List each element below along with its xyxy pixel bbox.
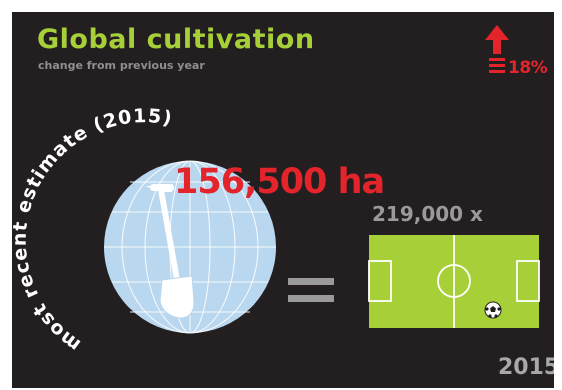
soccer-field-icon (368, 235, 540, 328)
soccer-ball-icon (484, 301, 502, 319)
page-title: Global cultivation (37, 24, 315, 55)
comparison-multiplier: 219,000 x (372, 202, 483, 226)
decor-layer: most recent estimate (2015) (12, 25, 540, 356)
shovel-icon (145, 184, 195, 319)
page-subtitle: change from previous year (38, 59, 205, 72)
footer-year: 2015 (498, 355, 554, 380)
estimate-value: 156,500 ha (174, 162, 385, 202)
up-arrow-icon (485, 25, 509, 73)
change-percent: 18% (508, 58, 548, 78)
infographic-card: Global cultivation change from previous … (12, 12, 554, 388)
equals-sign (288, 278, 334, 302)
